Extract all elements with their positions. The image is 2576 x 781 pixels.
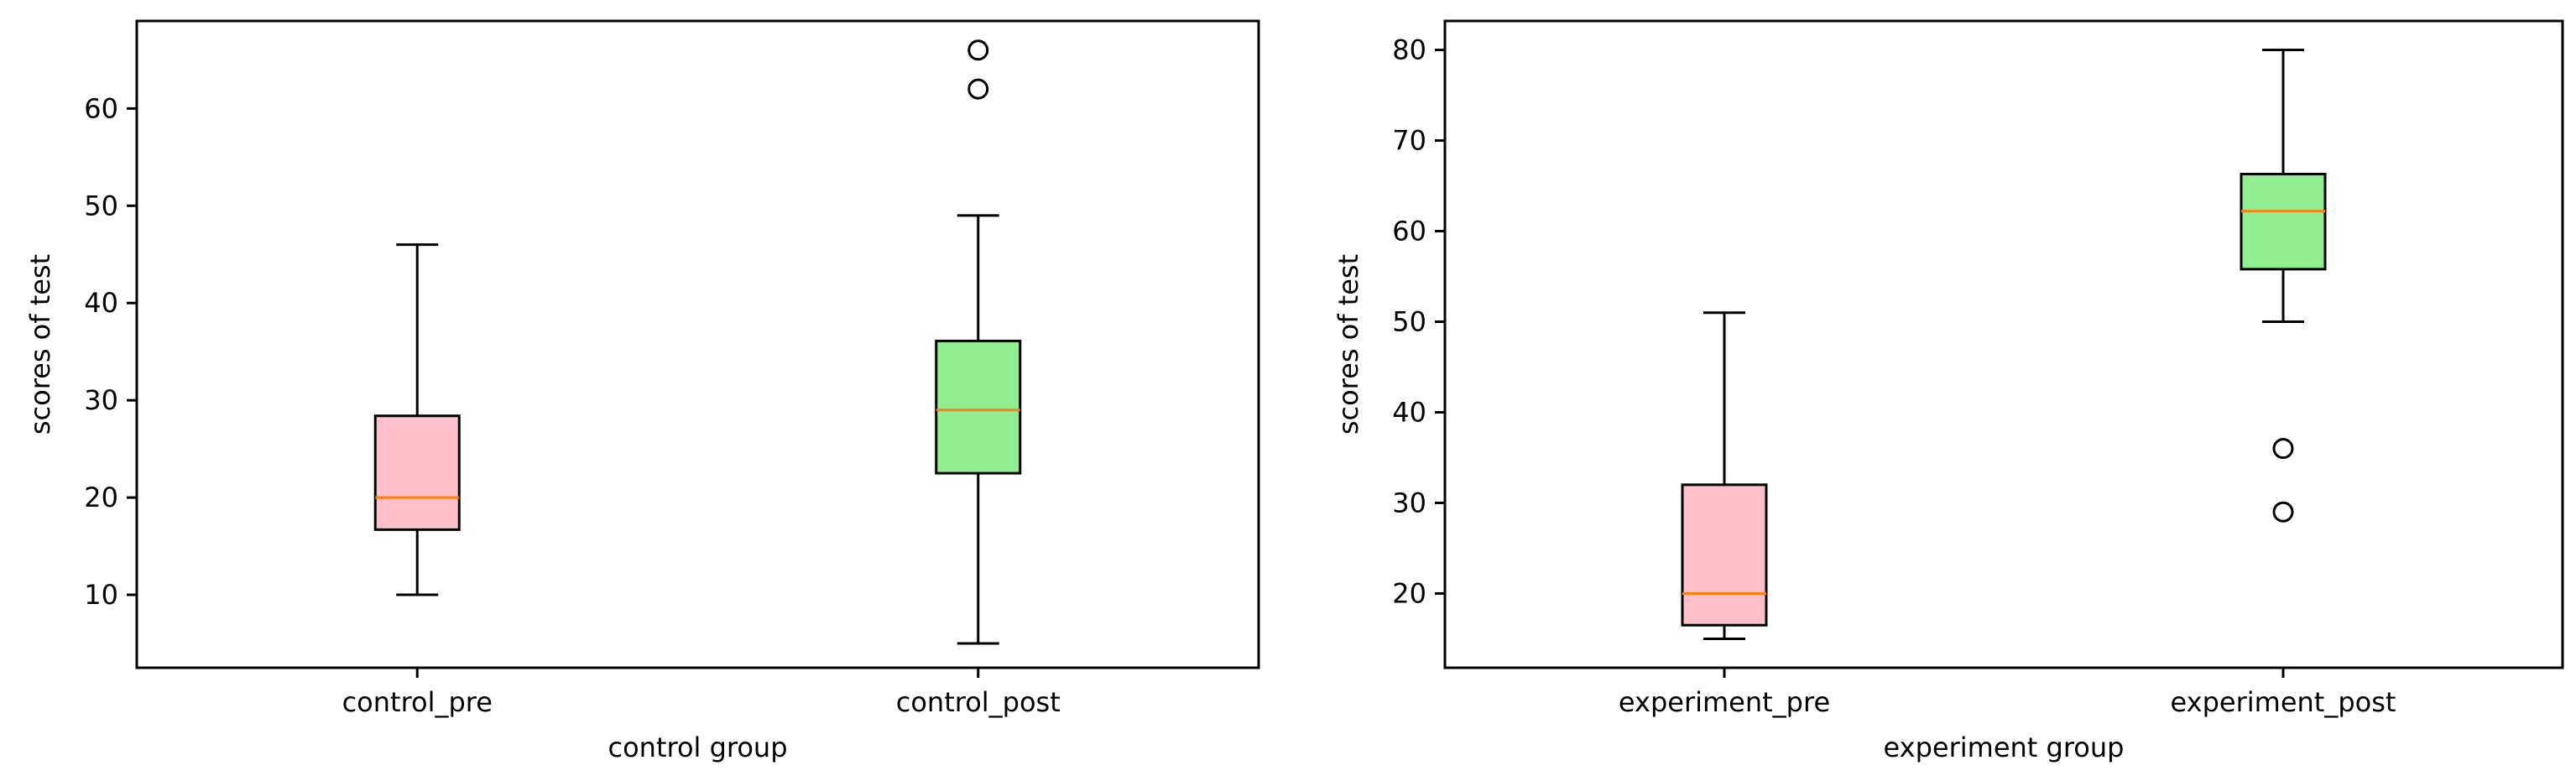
x-tick-label: experiment_pre <box>1619 686 1830 718</box>
iqr-box <box>2240 172 2327 271</box>
y-tick-label: 10 <box>84 579 118 611</box>
y-tick-label: 70 <box>1392 125 1426 157</box>
y-tick-label: 40 <box>84 287 118 319</box>
outlier-point <box>2272 438 2294 460</box>
y-tick-label: 20 <box>84 482 118 513</box>
y-tick-label: 60 <box>84 92 118 124</box>
plot-frame <box>135 19 1260 669</box>
y-tick-label: 60 <box>1392 216 1426 247</box>
iqr-box <box>1681 483 1768 627</box>
y-tick-label: 30 <box>1392 487 1426 518</box>
box-experiment_post <box>2240 49 2327 523</box>
plot-frame <box>1443 19 2564 669</box>
iqr-box <box>373 414 461 531</box>
y-tick-label: 30 <box>84 384 118 416</box>
y-tick-label: 50 <box>84 190 118 221</box>
y-axis-label: scores of test <box>1332 254 1364 435</box>
chart-panel-2: 20 30 40 50 60 70 80 experiment_pre experiment_p… <box>1332 19 2564 763</box>
x-tick-label: control_pre <box>342 686 493 718</box>
iqr-box <box>935 339 1022 475</box>
x-tick-label: experiment_post <box>2171 686 2396 718</box>
y-tick-label: 40 <box>1392 396 1426 428</box>
x-tick-label: control_post <box>896 686 1061 718</box>
outlier-point <box>2272 501 2294 523</box>
y-tick-label: 50 <box>1392 306 1426 338</box>
y-axis-label: scores of test <box>24 254 56 435</box>
box-control_post <box>935 39 1022 645</box>
x-axis-label: experiment group <box>1884 732 2125 763</box>
outlier-point <box>967 39 989 61</box>
chart-panel-1: 10 20 30 40 50 60 control_pre control_postcontr… <box>24 19 1260 763</box>
outlier-point <box>967 78 989 100</box>
box-control_pre <box>373 243 461 596</box>
y-tick-label: 20 <box>1392 577 1426 609</box>
x-axis-label: control group <box>607 732 787 763</box>
box-experiment_pre <box>1681 311 1768 640</box>
y-tick-label: 80 <box>1392 34 1426 66</box>
